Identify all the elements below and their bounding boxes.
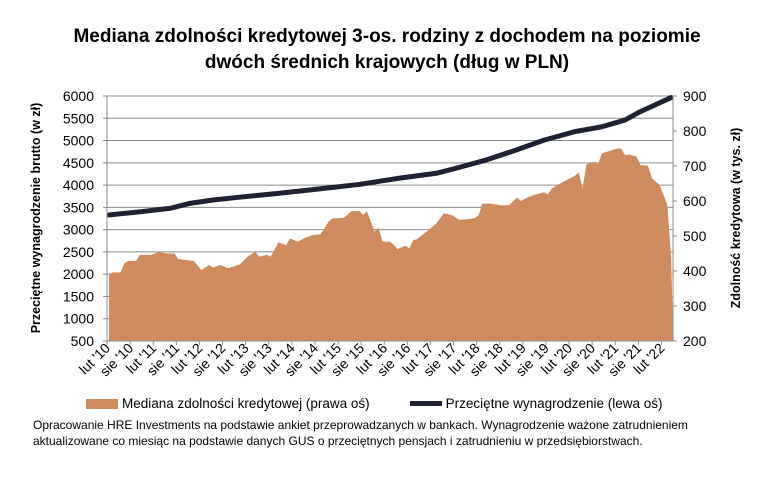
area-series-credit-capacity [109,148,674,341]
legend-label-line: Przeciętne wynagrodzenie (lewa oś) [445,396,663,411]
right-tick-label: 500 [683,228,707,244]
left-axis-title: Przeciętne wynagrodzenie brutto (w zł) [29,103,43,334]
left-tick-label: 5000 [63,133,94,149]
chart-title-line1: Mediana zdolności kredytowej 3-os. rodzi… [73,26,701,47]
right-tick-label: 800 [683,123,707,139]
right-axis-title: Zdolność kredytowa (w tys. zł) [729,128,743,309]
right-tick-label: 200 [683,333,707,349]
right-tick-label: 900 [683,88,707,104]
left-tick-label: 3000 [63,222,94,238]
legend: Mediana zdolności kredytowej (prawa oś) … [86,396,662,411]
left-tick-label: 6000 [63,88,94,104]
legend-swatch-area [86,398,118,409]
source-note: Opracowanie HRE Investments na podstawie… [33,418,688,448]
left-tick-label: 1000 [63,311,94,327]
right-tick-label: 600 [683,193,707,209]
left-tick-label: 500 [71,333,95,349]
right-tick-label: 700 [683,158,707,174]
left-tick-label: 4000 [63,177,94,193]
left-tick-label: 4500 [63,155,94,171]
left-tick-label: 2500 [63,244,94,260]
left-tick-label: 3500 [63,199,94,215]
left-tick-label: 5500 [63,110,94,126]
left-tick-label: 1500 [63,288,94,304]
legend-label-area: Mediana zdolności kredytowej (prawa oś) [122,396,370,411]
chart-title-line2: dwóch średnich krajowych (dług w PLN) [204,52,570,73]
left-tick-label: 2000 [63,266,94,282]
chart-title: Mediana zdolności kredytowej 3-os. rodzi… [0,24,774,76]
right-tick-label: 400 [683,263,707,279]
legend-swatch-line [409,401,442,406]
right-tick-label: 300 [683,298,707,314]
line-series-wage [106,95,674,218]
